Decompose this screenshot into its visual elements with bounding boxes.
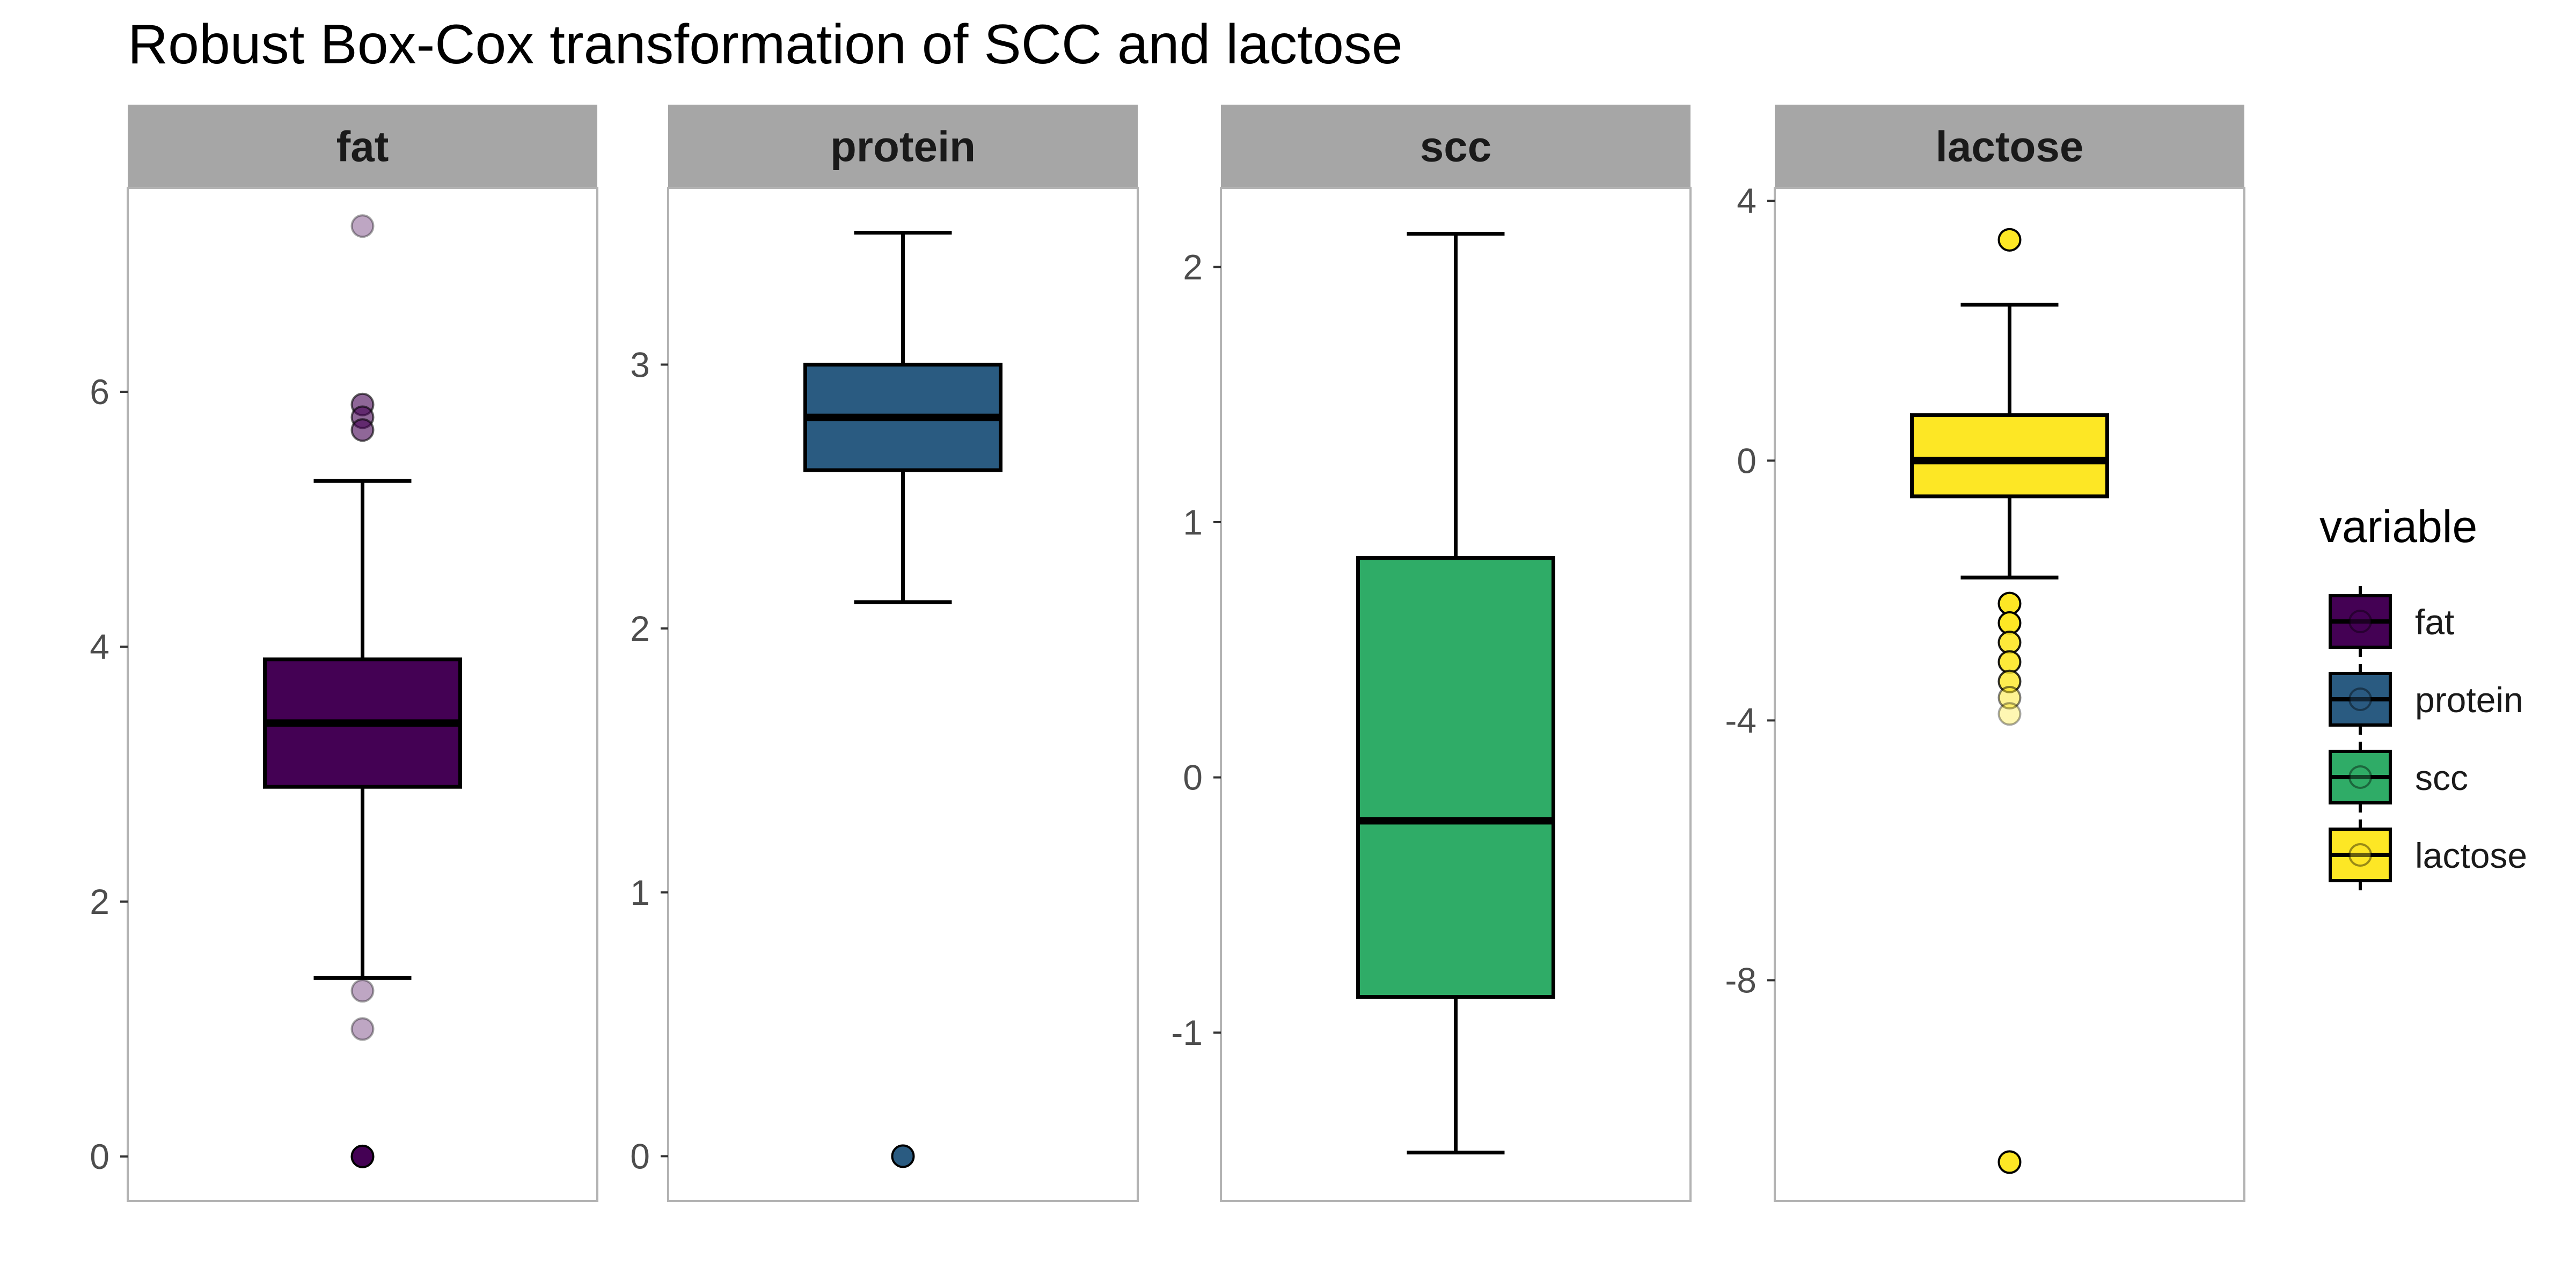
outlier-point — [1997, 1150, 2022, 1174]
y-tick-label: 6 — [90, 372, 109, 412]
outlier-point — [1997, 650, 2022, 674]
y-tick-label: 0 — [1183, 758, 1203, 797]
y-tick-label: -8 — [1725, 961, 1757, 1000]
legend-key-point — [2348, 765, 2372, 789]
legend: variable fat protein scc lactose — [2319, 501, 2527, 890]
box-iqr — [1356, 556, 1555, 999]
facet-strip — [1221, 105, 1690, 188]
facet-panels: fat 0 2 4 6 protein 0 1 2 3 scc -1 0 1 2 lactose -8 -4 0 4 — [90, 105, 2245, 1202]
y-tick-label: 4 — [1737, 181, 1757, 221]
outlier-point — [1997, 591, 2022, 616]
legend-item-lactose: lactose — [2329, 819, 2527, 890]
y-tick-label: 1 — [1183, 502, 1203, 542]
legend-label: scc — [2415, 758, 2468, 797]
legend-item-scc: scc — [2329, 742, 2468, 813]
facet-panel-lactose: lactose -8 -4 0 4 — [1725, 105, 2245, 1202]
facet-strip-label: lactose — [1936, 123, 2084, 171]
facet-panel-protein: protein 0 1 2 3 — [630, 105, 1139, 1202]
y-tick-label: 0 — [630, 1136, 650, 1176]
box-iqr — [1910, 413, 2109, 499]
legend-label: protein — [2415, 680, 2523, 720]
y-tick-label: -4 — [1725, 700, 1757, 740]
y-tick-label: 0 — [1737, 441, 1757, 480]
facet-strip — [668, 105, 1138, 188]
outlier-point — [350, 1017, 375, 1041]
facet-strip-label: protein — [830, 123, 976, 171]
y-tick-label: 0 — [90, 1137, 109, 1176]
outlier-point — [350, 1144, 375, 1168]
outlier-point — [1997, 702, 2022, 726]
legend-label: lactose — [2415, 836, 2527, 875]
legend-key-point — [2348, 843, 2372, 867]
facet-panel-scc: scc -1 0 1 2 — [1171, 105, 1692, 1202]
facet-strip — [1775, 105, 2244, 188]
legend-key-point — [2348, 610, 2372, 633]
y-tick-label: 1 — [630, 873, 650, 912]
outlier-point — [1997, 631, 2022, 655]
y-tick-label: -1 — [1171, 1013, 1203, 1052]
outlier-point — [1997, 686, 2022, 710]
outlier-point — [350, 214, 375, 238]
outlier-point — [350, 418, 375, 442]
outlier-point — [891, 1144, 915, 1168]
legend-item-protein: protein — [2329, 664, 2523, 735]
y-tick-label: 3 — [630, 345, 650, 384]
y-tick-label: 4 — [90, 627, 109, 667]
y-tick-label: 2 — [1183, 247, 1203, 287]
outlier-point — [1997, 228, 2022, 252]
legend-item-fat: fat — [2329, 586, 2454, 657]
outlier-point — [1997, 611, 2022, 635]
facet-strip — [128, 105, 597, 188]
y-tick-label: 2 — [630, 609, 650, 648]
facet-strip-label: fat — [336, 123, 389, 171]
outlier-point — [350, 979, 375, 1003]
legend-title: variable — [2319, 501, 2477, 552]
chart-title: Robust Box-Cox transformation of SCC and… — [128, 13, 1403, 76]
legend-key-point — [2348, 687, 2372, 711]
y-tick-label: 2 — [90, 882, 109, 921]
facet-strip-label: scc — [1420, 123, 1491, 171]
legend-label: fat — [2415, 602, 2454, 642]
legend-items: fat protein scc lactose — [2329, 586, 2527, 890]
facet-panel-fat: fat 0 2 4 6 — [90, 105, 598, 1202]
